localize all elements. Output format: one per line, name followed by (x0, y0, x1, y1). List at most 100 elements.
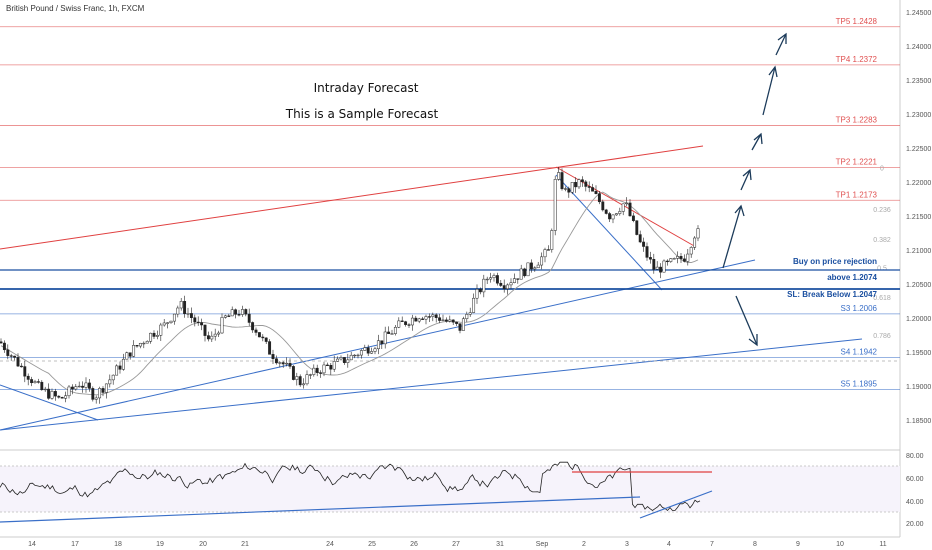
candle-body (53, 391, 57, 397)
price-tick: 1.22500 (906, 146, 931, 153)
candle-body (390, 333, 394, 335)
candle-body (101, 388, 105, 393)
candle-body (336, 358, 340, 362)
level-label: TP3 1.2283 (836, 115, 878, 124)
candle-body (210, 335, 214, 340)
candle-body (196, 321, 200, 324)
candle-body (611, 214, 615, 220)
candle-body (36, 381, 40, 383)
lower-channel-line (0, 338, 863, 431)
candle-body (512, 278, 516, 283)
candle-body (529, 262, 533, 270)
time-tick: 4 (667, 541, 671, 548)
candle-body (686, 253, 690, 262)
candle-body (115, 365, 119, 376)
candle-body (608, 213, 612, 220)
candle-body (489, 277, 493, 280)
candle-body (441, 319, 445, 321)
time-tick: 21 (241, 541, 249, 548)
candle-body (125, 352, 129, 360)
candle-body (635, 220, 639, 235)
fib-label: 0.382 (873, 237, 891, 244)
candle-body (353, 354, 357, 357)
candle-body (665, 260, 669, 263)
candle-body (509, 282, 513, 286)
level-label: TP5 1.2428 (836, 17, 878, 26)
candle-body (475, 289, 479, 299)
candle-body (577, 179, 581, 188)
candle-body (271, 354, 275, 359)
candle-body (47, 388, 51, 399)
candle-body (339, 357, 343, 360)
fib-label: 0.236 (873, 207, 891, 214)
price-candles (0, 167, 700, 404)
candle-body (240, 309, 244, 315)
candle-body (594, 191, 598, 194)
candle-body (33, 381, 37, 384)
candle-body (543, 249, 547, 258)
candle-body (570, 182, 574, 193)
candle-body (155, 335, 159, 337)
candle-body (179, 301, 183, 309)
candle-body (346, 359, 350, 363)
candle-body (461, 318, 465, 331)
candle-body (645, 246, 649, 258)
candle-body (274, 358, 278, 364)
candle-body (591, 187, 595, 192)
candle-body (193, 317, 197, 323)
fib-levels: 0 0.236 0.382 0.5 0.618 0.786 (873, 166, 891, 340)
time-tick: Sep (536, 541, 549, 548)
price-tick: 1.21000 (906, 248, 931, 255)
candle-body (587, 186, 591, 188)
candle-body (295, 376, 299, 380)
candle-body (506, 284, 510, 290)
candle-body (118, 365, 122, 370)
candle-body (614, 213, 618, 216)
price-tick: 1.24500 (906, 10, 931, 17)
candle-body (672, 258, 676, 260)
candle-body (159, 324, 163, 336)
forecast-arrows (722, 32, 787, 347)
candle-body (458, 323, 462, 331)
candle-body (16, 357, 20, 367)
candle-body (421, 318, 425, 320)
candle-body (152, 332, 156, 337)
candle-body (251, 322, 255, 331)
candle-body (108, 379, 112, 385)
descending-wedge-top (555, 166, 697, 248)
price-tick: 1.19000 (906, 384, 931, 391)
time-tick: 10 (836, 541, 844, 548)
candle-body (380, 340, 384, 345)
candle-body (696, 228, 700, 239)
candle-body (189, 313, 193, 318)
candle-body (642, 241, 646, 247)
time-tick: 17 (71, 541, 79, 548)
candle-body (427, 316, 431, 318)
price-tick: 1.18500 (906, 418, 931, 425)
candle-body (519, 268, 523, 280)
candle-body (417, 318, 421, 322)
time-tick: 24 (326, 541, 334, 548)
candle-body (662, 260, 666, 273)
candle-body (30, 379, 34, 384)
candle-body (94, 397, 98, 400)
candle-body (523, 268, 527, 277)
time-tick: 2 (582, 541, 586, 548)
level-label: S4 1.1942 (841, 347, 878, 356)
candle-body (329, 365, 333, 370)
candle-body (319, 372, 323, 374)
above-label: above 1.2074 (827, 273, 877, 282)
candle-body (546, 249, 550, 251)
candle-body (0, 341, 3, 344)
price-axis-ticks: 1.24500 1.24000 1.23500 1.23000 1.22500 1.220… (906, 10, 931, 425)
candle-body (298, 376, 302, 386)
level-label: S5 1.1895 (841, 379, 878, 388)
candle-body (166, 322, 170, 324)
time-tick: 14 (28, 541, 36, 548)
candle-body (414, 317, 418, 322)
price-tick: 1.21500 (906, 214, 931, 221)
moving-average-line (0, 191, 699, 396)
candle-body (244, 309, 248, 315)
candle-body (302, 383, 306, 386)
rsi-up-trend (639, 490, 713, 519)
